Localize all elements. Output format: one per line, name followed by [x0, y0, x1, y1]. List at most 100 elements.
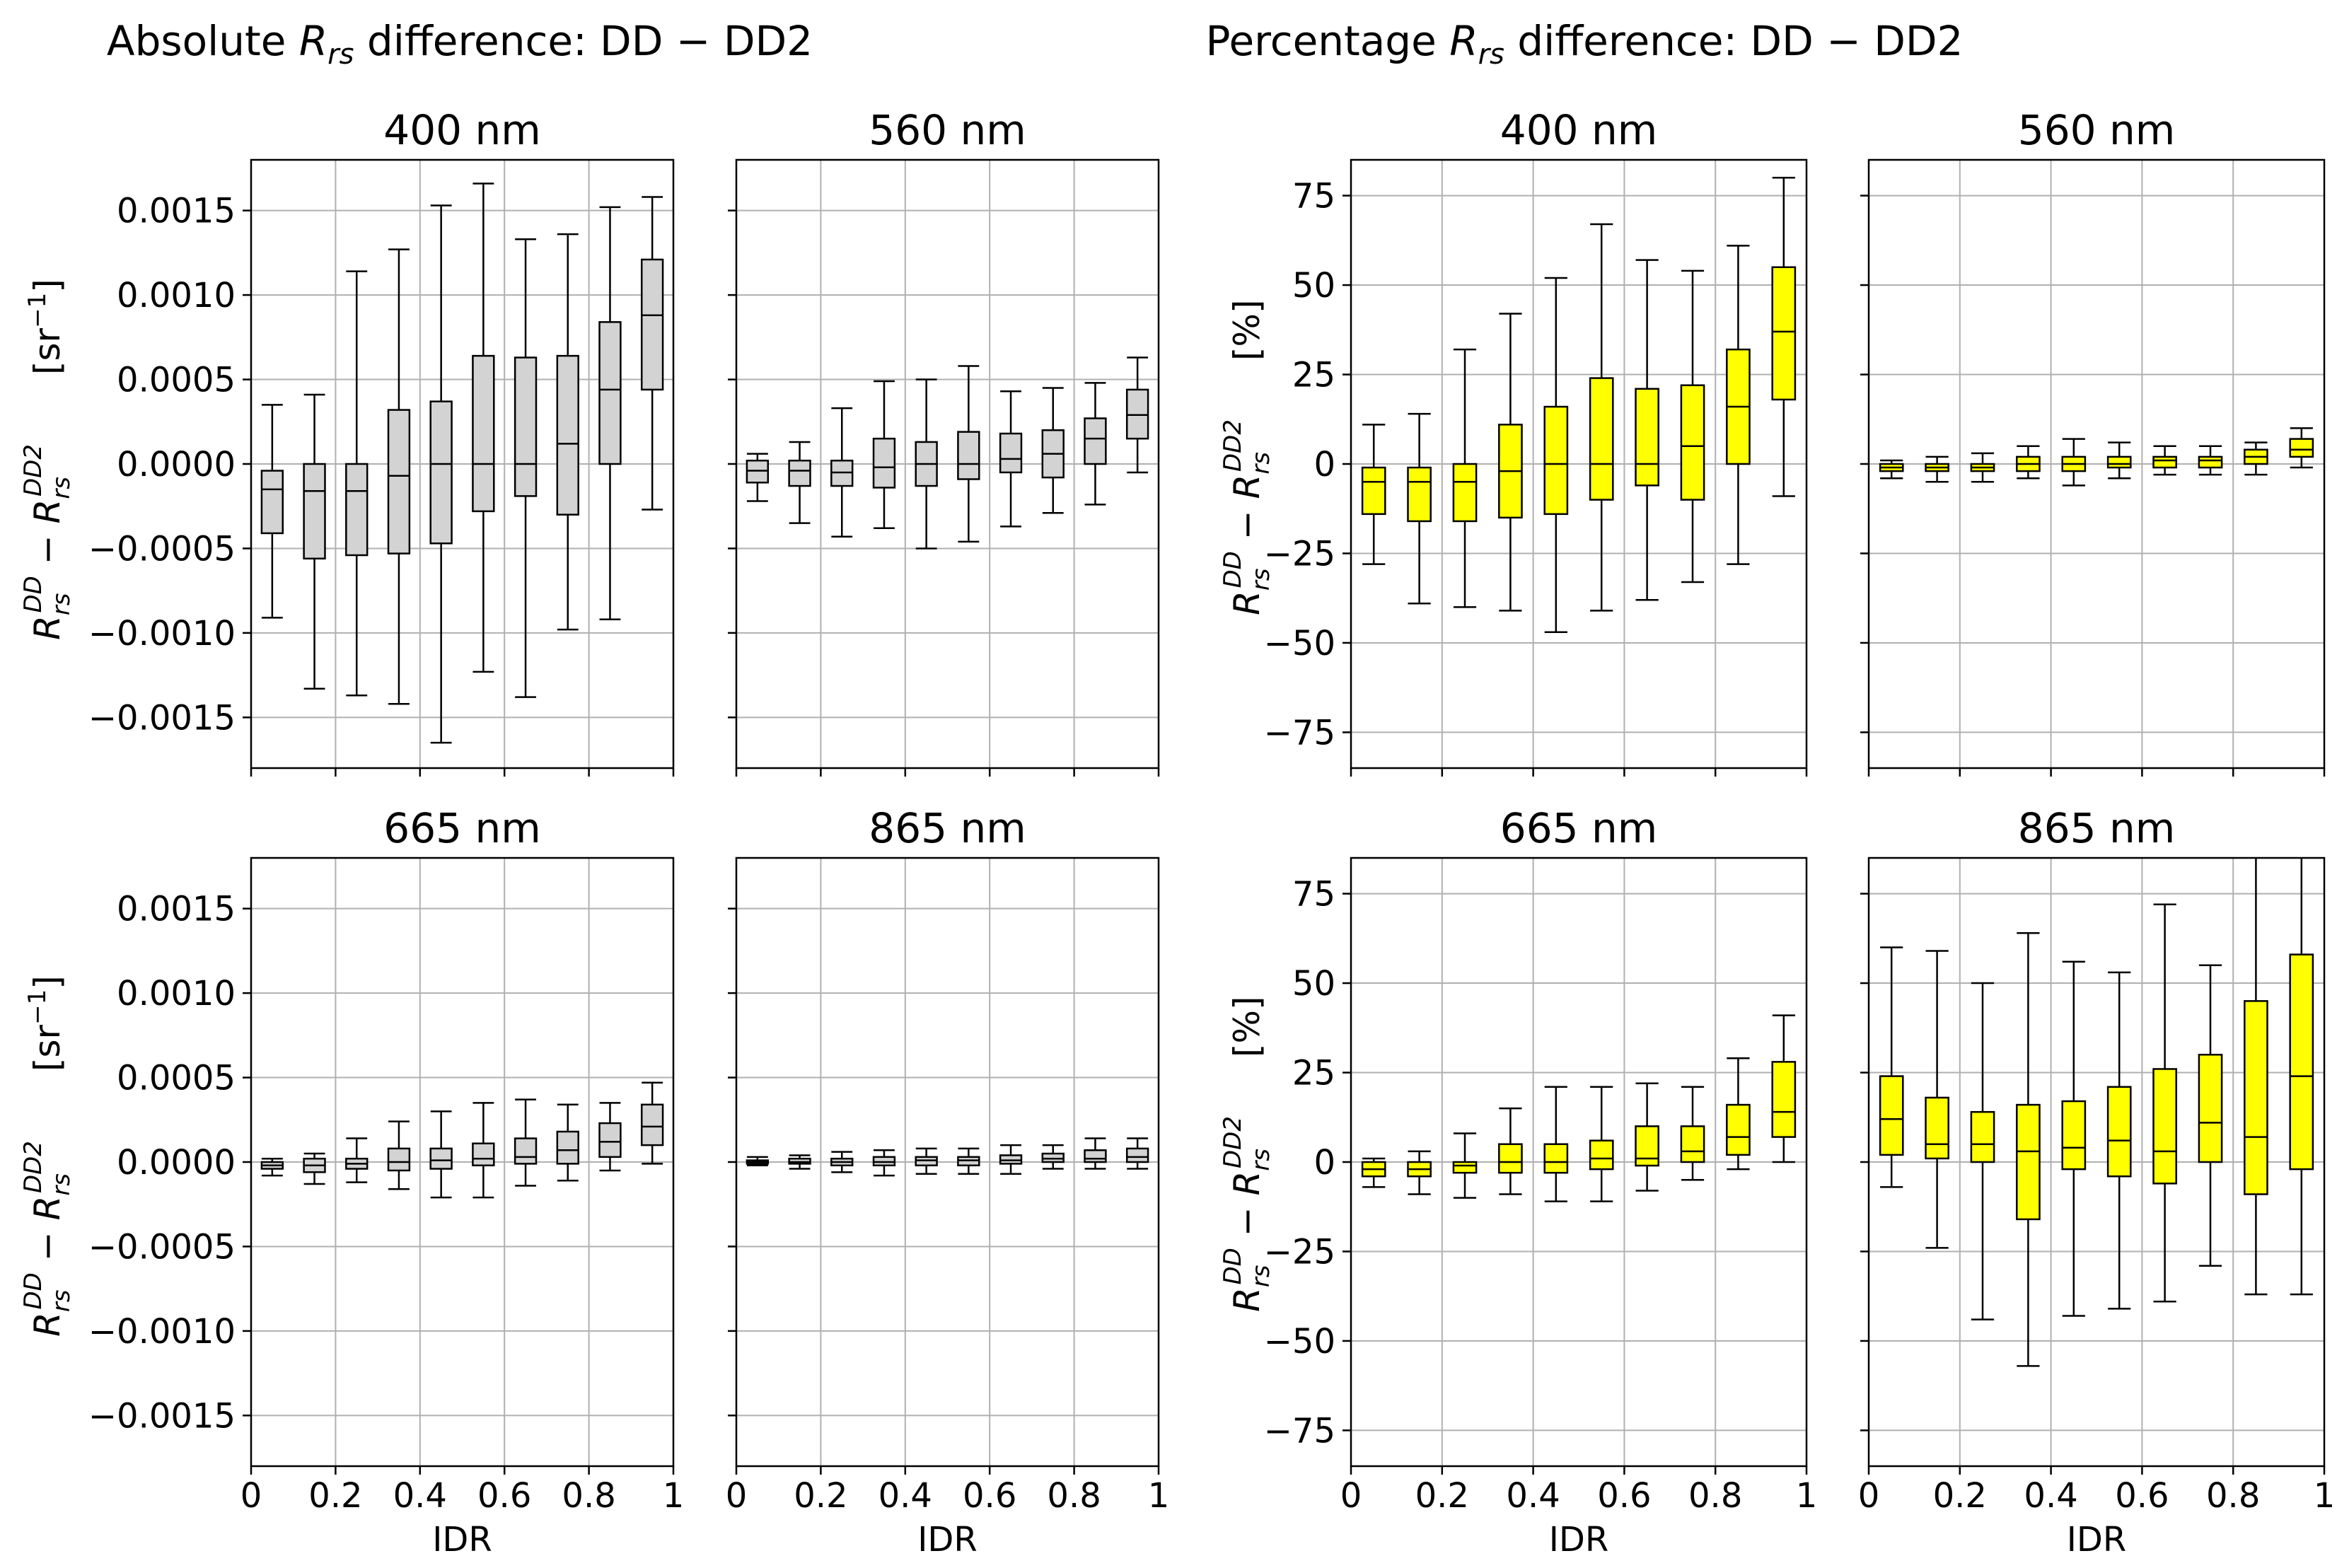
y-tick-label: −0.0005: [88, 1227, 236, 1267]
box-9: [1084, 1137, 1107, 1170]
box-7: [514, 1098, 538, 1187]
box-9: [1726, 245, 1751, 565]
box-iqr: [2289, 953, 2314, 1171]
y-tick-label: 0: [1314, 1143, 1335, 1183]
x-tick-label: 0.2: [1415, 1476, 1469, 1516]
x-tick-label: 0.8: [1047, 1476, 1101, 1516]
box-10: [1771, 177, 1797, 497]
box-2: [1925, 950, 1949, 1249]
x-tick-label: 0.4: [1506, 1476, 1560, 1516]
panel-title: 560 nm: [869, 106, 1026, 154]
box-8: [556, 1103, 579, 1182]
box-iqr: [1452, 1161, 1478, 1174]
box-6: [957, 365, 980, 543]
y-tick-label: −0.0010: [88, 1312, 236, 1352]
panel-absolute-560-nm: 560 nm: [728, 106, 1160, 777]
box-8: [1041, 1144, 1065, 1170]
box-10: [2289, 427, 2314, 469]
box-iqr: [2106, 455, 2132, 469]
box-1: [1879, 946, 1904, 1188]
box-1: [260, 404, 284, 619]
boxes-group: [746, 356, 1149, 550]
svg-text:[%]: [%]: [1227, 299, 1268, 361]
panel-percentage-865-nm: 0 0.2 0.4 0.6 0.8 1 865 nm IDR: [1858, 804, 2336, 1560]
box-5: [2061, 960, 2087, 1317]
panel-title: 560 nm: [2018, 106, 2175, 154]
box-iqr: [2244, 1000, 2268, 1195]
box-2: [303, 393, 326, 690]
box-3: [345, 270, 369, 697]
box-6: [2106, 441, 2132, 480]
box-7: [2152, 903, 2177, 1303]
y-tick-label: −0.0005: [88, 529, 236, 569]
box-4: [2016, 931, 2041, 1367]
box-10: [1125, 356, 1149, 474]
box-iqr: [1970, 1110, 1995, 1163]
y-tick-label: −75: [1264, 1411, 1335, 1451]
y-tick-label: −50: [1264, 624, 1335, 663]
panel-absolute-865-nm: 0 0.2 0.4 0.6 0.8 1 865 nm IDR: [726, 804, 1170, 1560]
x-tick-label: 1: [1148, 1476, 1170, 1516]
box-10: [640, 196, 664, 511]
box-iqr: [2152, 455, 2177, 469]
box-7: [2152, 445, 2177, 476]
box-iqr: [1726, 1103, 1751, 1156]
box-6: [957, 1147, 980, 1175]
y-tick-label: 75: [1292, 875, 1335, 914]
abs-ylabel-bottom: RrsDD − RrsDD2 [sr−1]: [19, 975, 76, 1337]
box-9: [2244, 441, 2268, 476]
box-iqr: [556, 1130, 579, 1165]
x-tick-label: 0: [726, 1476, 748, 1516]
boxes-group: [1361, 177, 1797, 634]
svg-text:RrsDD − RrsDD2: RrsDD − RrsDD2: [1219, 419, 1275, 615]
x-tick-label: 1: [2314, 1476, 2336, 1516]
box-1: [746, 1156, 770, 1167]
right-section-title: Percentage Rrs difference: DD − DD2: [1206, 17, 1964, 71]
y-tick-label: 0: [1314, 445, 1335, 484]
box-iqr: [1680, 384, 1705, 501]
box-3: [830, 1151, 854, 1173]
box-iqr: [872, 437, 896, 489]
box-6: [472, 182, 495, 673]
box-iqr: [2289, 438, 2314, 458]
box-iqr: [260, 470, 284, 535]
y-tick-label: 0.0000: [117, 445, 236, 484]
box-iqr: [640, 258, 664, 391]
boxes-group: [260, 182, 664, 744]
x-tick-label: 0.8: [2206, 1476, 2260, 1516]
box-iqr: [2198, 455, 2223, 469]
panel-title: 665 nm: [383, 804, 540, 852]
box-iqr: [788, 459, 811, 487]
box-3: [1970, 452, 1995, 483]
box-iqr: [472, 354, 495, 513]
box-iqr: [387, 409, 411, 554]
panel-percentage-400-nm: −75 −50 −25 0 25 50 75 400 nm: [1264, 106, 1808, 777]
y-tick-label: 0.0010: [117, 276, 236, 315]
box-iqr: [1084, 1149, 1107, 1163]
box-iqr: [556, 354, 579, 516]
y-tick-label: 0.0005: [117, 1059, 236, 1098]
box-iqr: [1635, 1125, 1659, 1167]
boxes-group: [1879, 427, 2314, 487]
box-6: [472, 1102, 495, 1199]
y-tick-label: −0.0015: [88, 698, 236, 738]
box-5: [915, 378, 938, 550]
panel-title: 865 nm: [869, 804, 1026, 852]
box-2: [1407, 412, 1432, 605]
box-9: [598, 206, 622, 621]
box-4: [387, 248, 411, 705]
box-iqr: [1635, 388, 1659, 487]
box-iqr: [1543, 1143, 1569, 1174]
x-tick-label: 0.4: [878, 1476, 932, 1516]
x-tick-label: 0: [1340, 1476, 1362, 1516]
box-2: [788, 441, 811, 524]
box-iqr: [472, 1142, 495, 1167]
y-tick-label: −0.0015: [88, 1396, 236, 1436]
box-iqr: [1589, 377, 1614, 501]
box-6: [1589, 1086, 1614, 1202]
x-tick-label: 0: [240, 1476, 262, 1516]
panel-title: 665 nm: [1500, 804, 1657, 852]
box-iqr: [1771, 1061, 1797, 1138]
box-1: [746, 453, 770, 502]
